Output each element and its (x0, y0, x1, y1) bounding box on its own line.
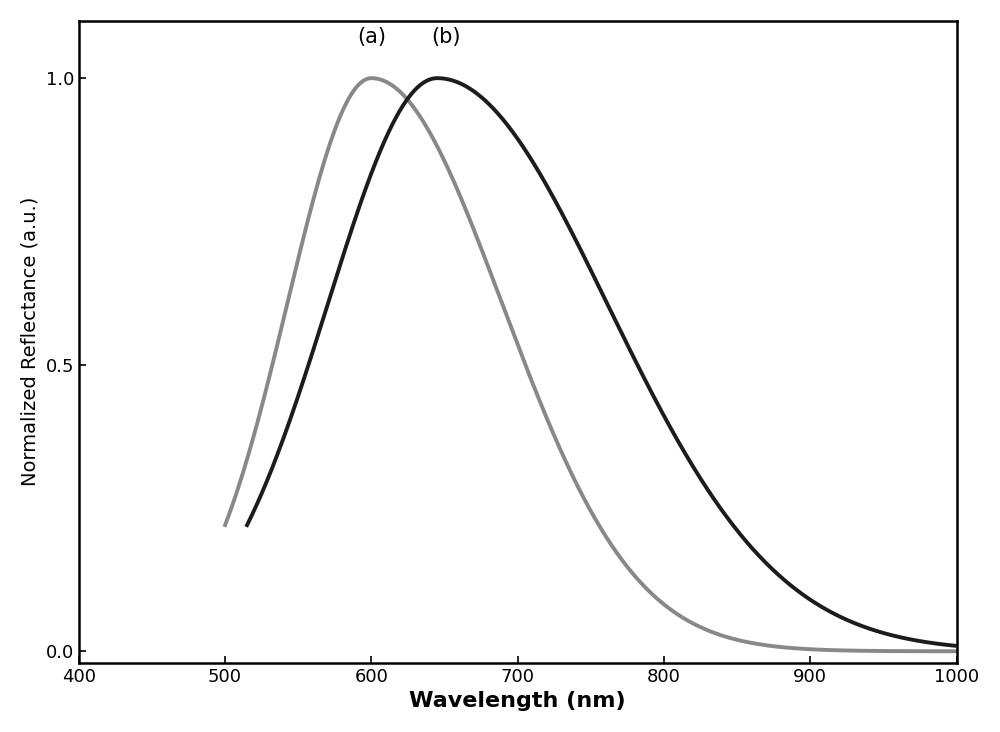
Y-axis label: Normalized Reflectance (a.u.): Normalized Reflectance (a.u.) (21, 197, 40, 487)
Text: (a): (a) (357, 26, 386, 47)
X-axis label: Wavelength (nm): Wavelength (nm) (409, 691, 626, 712)
Text: (b): (b) (431, 26, 461, 47)
